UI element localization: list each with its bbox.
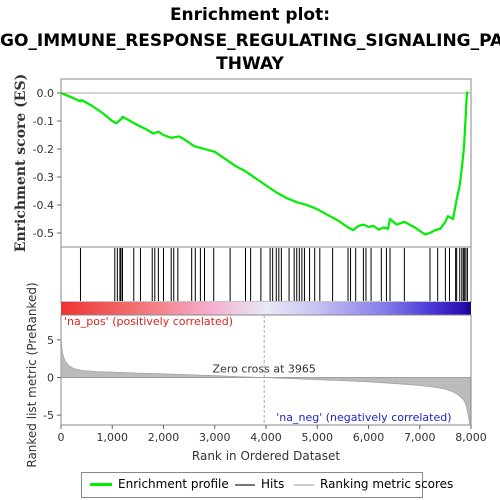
ranking-metric-area [60, 337, 471, 426]
legend-metric-swatch [294, 484, 314, 486]
rank-color-bar [61, 302, 471, 315]
metric-panel-frame [60, 314, 472, 426]
metric-ytick-label: -5 [43, 409, 54, 422]
legend-enrichment-swatch [90, 483, 112, 486]
xtick-label: 1,000 [97, 431, 129, 444]
legend-hits-label: Hits [261, 477, 285, 491]
legend-hits-swatch [235, 484, 255, 486]
xtick-label: 8,000 [455, 431, 487, 444]
xtick-label: 5,000 [302, 431, 334, 444]
enrichment-profile-line [60, 90, 469, 236]
legend-enrichment-label: Enrichment profile [118, 477, 229, 491]
xtick-label: 4,000 [250, 431, 282, 444]
pos-label: 'na_pos' (positively correlated) [64, 315, 233, 328]
es-ytick-label: -0.5 [33, 227, 54, 240]
es-ytick-label: 0.0 [37, 87, 55, 100]
legend: Enrichment profile Hits Ranking metric s… [81, 472, 453, 498]
xtick-label: 6,000 [353, 431, 385, 444]
metric-ylabel: Ranked list metric (PreRanked) [25, 282, 39, 467]
enrichment-chart: 0.0 -0.1 -0.2 -0.3 -0.4 -0.5 Enrichment score … [13, 74, 487, 468]
es-ytick-label: -0.2 [33, 143, 54, 156]
metric-xlabel: Rank in Ordered Dataset [192, 449, 340, 463]
metric-ytick-label: 5 [47, 334, 54, 347]
es-ylabel: Enrichment score (ES) [13, 74, 29, 252]
xtick-label: 2,000 [148, 431, 180, 444]
metric-ytick-label: 0 [47, 372, 54, 385]
es-ytick-label: -0.4 [33, 199, 54, 212]
neg-label: 'na_neg' (negatively correlated) [276, 411, 451, 424]
chart-title-line-2: GO_IMMUNE_RESPONSE_REGULATING_SIGNALING_… [0, 31, 500, 51]
chart-title-line-1: Enrichment plot: [169, 5, 331, 25]
legend-metric-label: Ranking metric scores [320, 477, 454, 491]
es-panel-frame [60, 78, 472, 248]
es-ytick-label: -0.3 [33, 171, 54, 184]
xtick-label: 3,000 [199, 431, 231, 444]
chart-title-line-3: THWAY [216, 54, 284, 74]
xtick-label: 0 [58, 431, 65, 444]
es-ytick-label: -0.1 [33, 115, 54, 128]
hits-panel-frame [60, 246, 472, 303]
zero-cross-label: Zero cross at 3965 [213, 363, 316, 376]
xtick-label: 7,000 [404, 431, 436, 444]
